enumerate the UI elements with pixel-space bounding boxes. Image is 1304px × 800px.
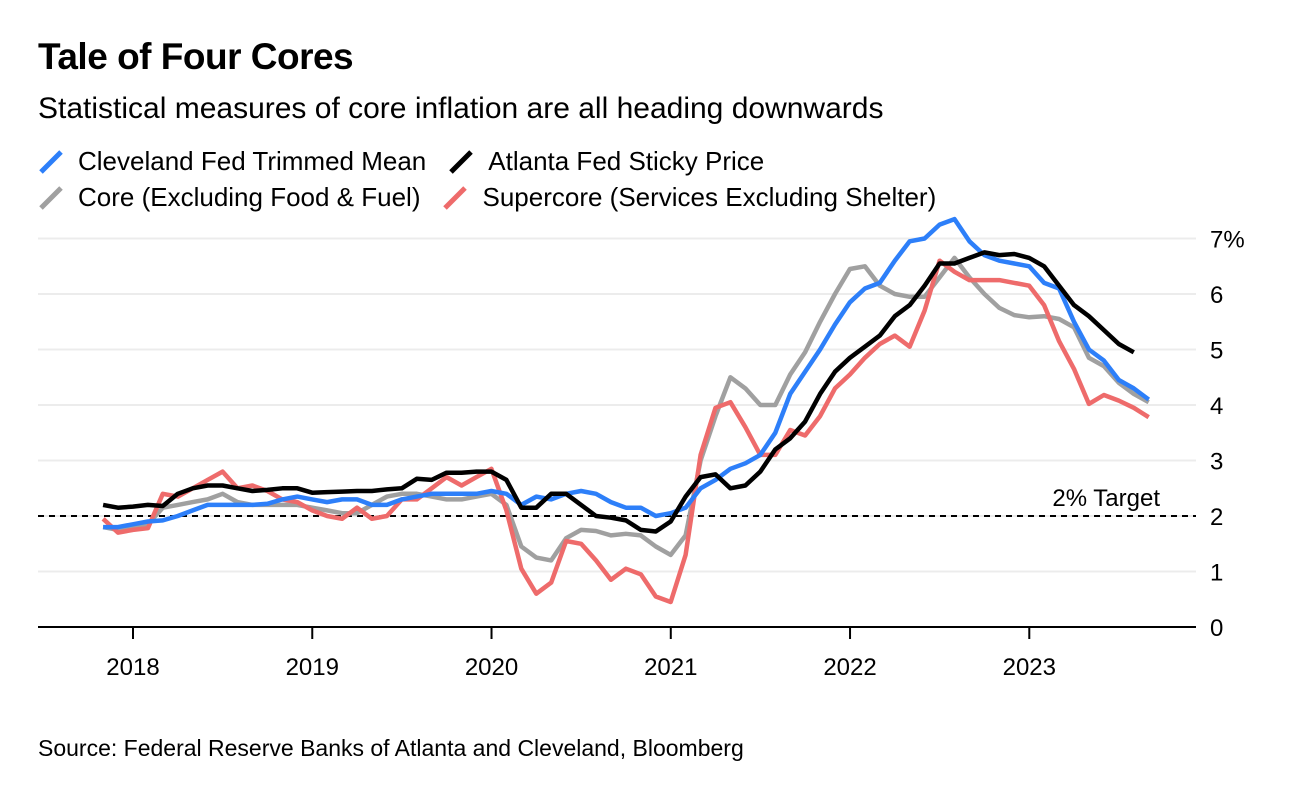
y-tick-label-3: 3 (1210, 449, 1223, 476)
x-tick-label-2020: 2020 (465, 654, 518, 681)
series-line-supercore-services-excluding-shelter (101, 258, 1150, 605)
legend-item-atlanta: Atlanta Fed Sticky Price (448, 146, 764, 177)
legend-item-supercore: Supercore (Services Excluding Shelter) (442, 182, 936, 213)
legend-row-2: Core (Excluding Food & Fuel) Supercore (… (38, 182, 958, 213)
legend-swatch-atlanta (449, 149, 474, 174)
y-tick-label-4: 4 (1210, 393, 1223, 420)
legend-item-cleveland: Cleveland Fed Trimmed Mean (38, 146, 426, 177)
y-tick-label-2: 2 (1210, 504, 1223, 531)
y-tick-label-7: 7% (1210, 227, 1245, 254)
y-tick-label-5: 5 (1210, 338, 1223, 365)
x-tick-label-2021: 2021 (644, 654, 697, 681)
x-tick-label-2023: 2023 (1003, 654, 1056, 681)
source-note: Source: Federal Reserve Banks of Atlanta… (38, 735, 744, 761)
series-line-cleveland-fed-trimmed-mean (103, 216, 1151, 530)
y-tick-label-1: 1 (1210, 560, 1223, 587)
legend-label-core: Core (Excluding Food & Fuel) (78, 182, 421, 212)
legend-item-core: Core (Excluding Food & Fuel) (38, 182, 420, 213)
chart-subtitle: Statistical measures of core inflation a… (38, 92, 884, 125)
series-line-core-excluding-food-fuel (102, 255, 1150, 563)
legend-label-supercore: Supercore (Services Excluding Shelter) (482, 182, 937, 212)
x-tick-label-2019: 2019 (286, 654, 339, 681)
x-tick-label-2018: 2018 (106, 654, 159, 681)
legend-row-1: Cleveland Fed Trimmed Mean Atlanta Fed S… (38, 146, 786, 177)
chart-title: Tale of Four Cores (38, 36, 354, 77)
series-line-atlanta-fed-sticky-price (102, 250, 1135, 534)
target-reference-label: 2% Target (1052, 485, 1160, 512)
legend-swatch-cleveland (39, 149, 63, 174)
legend-label-cleveland: Cleveland Fed Trimmed Mean (78, 146, 427, 176)
y-tick-label-6: 6 (1210, 282, 1223, 309)
x-tick-label-2022: 2022 (823, 654, 876, 681)
legend-label-atlanta: Atlanta Fed Sticky Price (488, 146, 765, 176)
legend-swatch-core (39, 185, 63, 210)
y-tick-label-0: 0 (1210, 615, 1223, 642)
legend-swatch-supercore (443, 185, 468, 210)
